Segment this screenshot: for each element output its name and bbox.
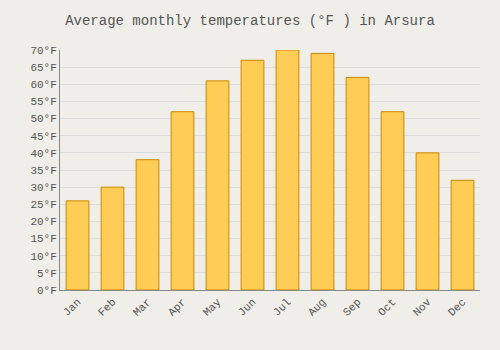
svg-text:25°F: 25°F: [30, 199, 56, 211]
svg-text:Apr: Apr: [166, 296, 188, 318]
svg-text:Jan: Jan: [61, 296, 83, 318]
svg-text:Average monthly temperatures (: Average monthly temperatures (°F ) in Ar…: [65, 13, 435, 29]
svg-text:20°F: 20°F: [30, 216, 56, 228]
svg-text:Dec: Dec: [446, 296, 468, 318]
svg-text:Sep: Sep: [341, 296, 363, 318]
svg-text:Jun: Jun: [236, 296, 258, 318]
svg-text:40°F: 40°F: [30, 148, 56, 160]
svg-text:0°F: 0°F: [37, 285, 57, 297]
svg-text:30°F: 30°F: [30, 182, 56, 194]
svg-text:10°F: 10°F: [30, 251, 56, 263]
svg-text:65°F: 65°F: [30, 62, 56, 74]
svg-text:Oct: Oct: [376, 296, 398, 318]
svg-text:Nov: Nov: [411, 296, 434, 319]
svg-text:Jul: Jul: [271, 296, 293, 318]
svg-text:Mar: Mar: [131, 296, 153, 318]
svg-text:15°F: 15°F: [30, 233, 56, 245]
svg-text:45°F: 45°F: [30, 131, 56, 143]
svg-text:May: May: [201, 296, 224, 319]
svg-text:35°F: 35°F: [30, 165, 56, 177]
svg-text:Feb: Feb: [96, 296, 118, 318]
svg-text:55°F: 55°F: [30, 96, 56, 108]
svg-text:Aug: Aug: [306, 296, 328, 318]
svg-text:70°F: 70°F: [30, 45, 56, 57]
svg-text:50°F: 50°F: [30, 113, 56, 125]
svg-text:5°F: 5°F: [37, 268, 57, 280]
svg-text:60°F: 60°F: [30, 79, 56, 91]
